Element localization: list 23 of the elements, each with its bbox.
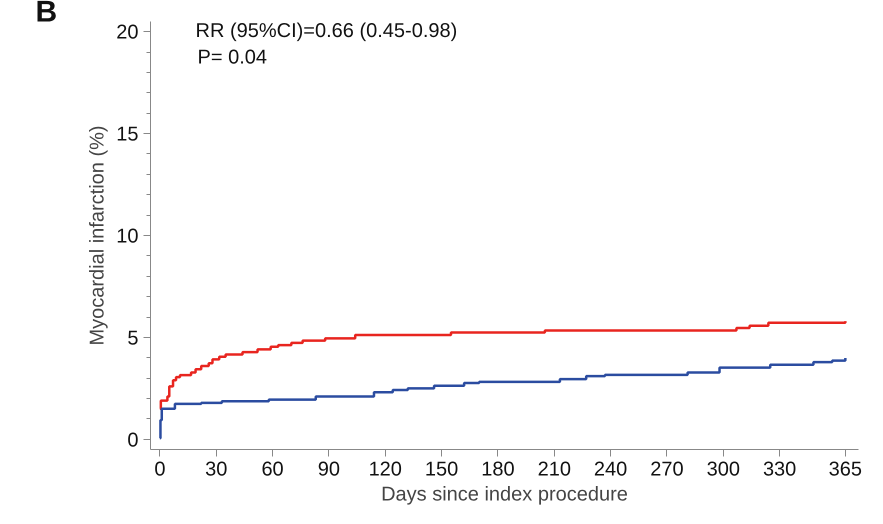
x-tick-label: 300	[706, 458, 740, 480]
x-tick-label: 180	[481, 458, 515, 480]
x-tick-label: 120	[368, 458, 402, 480]
y-tick-label: 20	[116, 22, 139, 44]
y-axis-title: Myocardial infarction (%)	[86, 125, 108, 346]
x-tick-label: 210	[538, 458, 571, 480]
x-tick-label: 365	[828, 458, 862, 480]
x-tick-label: 30	[205, 458, 228, 480]
annotation: P= 0.04	[198, 46, 268, 68]
text: B	[36, 0, 58, 28]
y-tick-label: 15	[116, 124, 139, 146]
x-axis-title: Days since index procedure	[381, 484, 628, 506]
annotation: RR (95%CI)=0.66 (0.45-0.98)	[196, 20, 458, 42]
x-tick-label: 90	[318, 458, 340, 480]
x-tick-label: 270	[650, 458, 684, 480]
x-tick-label: 330	[762, 458, 796, 480]
x-tick-label: 60	[261, 458, 284, 480]
x-tick-label: 150	[424, 458, 458, 480]
y-tick-label: 5	[127, 327, 138, 350]
x-tick-label: 0	[154, 458, 166, 480]
x-tick-label: 240	[594, 458, 628, 480]
y-tick-label: 10	[116, 226, 139, 248]
y-tick-label: 0	[127, 429, 138, 452]
